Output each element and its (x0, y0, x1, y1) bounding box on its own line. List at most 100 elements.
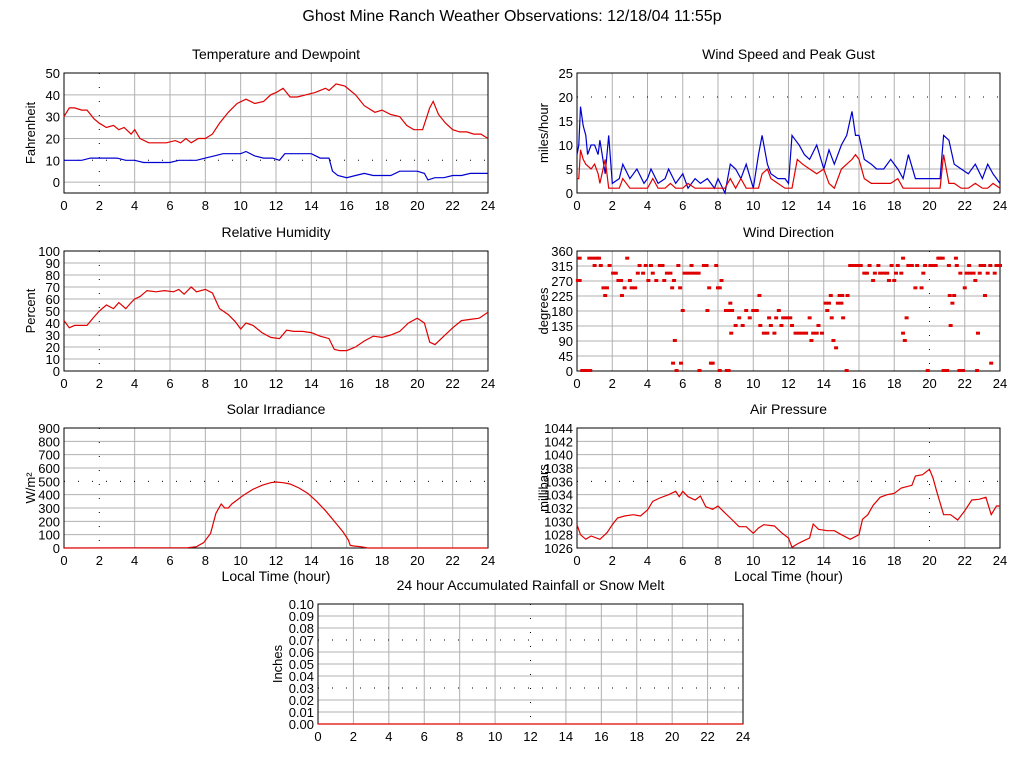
data-point (867, 264, 872, 267)
data-point (758, 324, 763, 327)
data-point (592, 264, 597, 267)
x-tick-label: 18 (887, 553, 901, 568)
y-tick-label: 180 (551, 304, 573, 319)
data-point (904, 316, 909, 320)
data-point (657, 264, 662, 267)
y-tick-label: 0 (566, 186, 573, 201)
y-tick-label: 100 (38, 244, 60, 259)
y-tick-label: 40 (46, 88, 60, 103)
x-tick-label: 14 (304, 553, 318, 568)
x-tick-label: 24 (993, 198, 1007, 213)
data-point (839, 301, 844, 305)
x-tick-label: 22 (958, 198, 972, 213)
data-point (862, 271, 867, 275)
data-point (730, 309, 735, 312)
x-tick-label: 0 (60, 198, 67, 213)
data-point (680, 309, 685, 312)
data-point (811, 331, 816, 335)
data-point (604, 286, 609, 290)
data-point (968, 271, 973, 275)
x-tick-label: 24 (736, 729, 750, 744)
x-tick-label: 24 (993, 376, 1007, 391)
x-tick-label: 2 (609, 376, 616, 391)
data-point (705, 309, 710, 312)
x-tick-label: 6 (166, 376, 173, 391)
x-tick-label: 16 (594, 729, 608, 744)
data-point (945, 369, 950, 372)
data-point (931, 264, 936, 267)
data-point (696, 271, 701, 275)
y-tick-label: 1040 (544, 448, 573, 463)
y-tick-label: 70 (46, 280, 60, 295)
y-tick-label: 20 (46, 131, 60, 146)
x-tick-label: 0 (573, 198, 580, 213)
y-tick-label: 270 (551, 274, 573, 289)
x-tick-label: 0 (573, 553, 580, 568)
data-point (845, 294, 850, 297)
plot-frame (63, 250, 489, 372)
x-tick-label: 18 (375, 553, 389, 568)
data-point (726, 369, 731, 372)
x-tick-label: 0 (60, 376, 67, 391)
x-tick-label: 8 (714, 376, 721, 391)
data-point (901, 331, 906, 335)
data-point (637, 264, 642, 267)
data-point (909, 264, 914, 267)
data-point (973, 279, 978, 282)
x-tick-label: 18 (887, 376, 901, 391)
data-point (678, 286, 683, 290)
data-point (797, 331, 802, 335)
data-point (938, 256, 943, 260)
y-tick-label: 0 (566, 364, 573, 379)
data-point (625, 256, 630, 260)
data-point (768, 324, 773, 327)
y-tick-label: 20 (46, 340, 60, 355)
data-point (923, 264, 928, 267)
y-tick-label: 315 (551, 259, 573, 274)
data-point (881, 271, 886, 275)
y-tick-label: 500 (38, 474, 60, 489)
y-tick-label: 5 (566, 162, 573, 177)
data-point (978, 264, 983, 267)
y-tick-label: 50 (46, 304, 60, 319)
data-point (809, 339, 814, 342)
data-point (682, 271, 687, 275)
data-point (954, 264, 959, 267)
x-tick-label: 4 (385, 729, 392, 744)
data-point (876, 264, 881, 267)
data-point (633, 286, 638, 290)
x-tick-label: 10 (233, 198, 247, 213)
y-tick-label: 700 (38, 448, 60, 463)
y-axis-label: millibars (536, 464, 551, 512)
x-tick-label: 20 (922, 553, 936, 568)
x-tick-label: 12 (269, 553, 283, 568)
data-point (878, 271, 883, 275)
data-point (790, 324, 795, 327)
chart-title: Air Pressure (750, 401, 827, 417)
data-point (988, 264, 993, 267)
data-point (693, 271, 698, 275)
y-tick-label: 1038 (544, 461, 573, 476)
data-point (619, 294, 624, 297)
data-point (834, 346, 839, 350)
x-tick-label: 2 (96, 198, 103, 213)
data-point (689, 264, 694, 267)
data-point (737, 316, 742, 320)
x-tick-label: 14 (304, 376, 318, 391)
x-tick-label: 24 (481, 376, 495, 391)
data-point (886, 279, 891, 282)
data-point (776, 309, 781, 312)
data-point (613, 271, 618, 275)
x-tick-label: 12 (781, 198, 795, 213)
y-tick-label: 90 (46, 256, 60, 271)
data-point (992, 271, 997, 275)
data-point (616, 279, 621, 282)
x-tick-label: 14 (817, 553, 831, 568)
x-tick-label: 6 (679, 553, 686, 568)
data-point (603, 294, 608, 297)
x-tick-label: 2 (350, 729, 357, 744)
data-point (975, 369, 980, 372)
data-point (899, 271, 904, 275)
y-tick-label: 0 (53, 175, 60, 190)
y-tick-label: 300 (38, 501, 60, 516)
